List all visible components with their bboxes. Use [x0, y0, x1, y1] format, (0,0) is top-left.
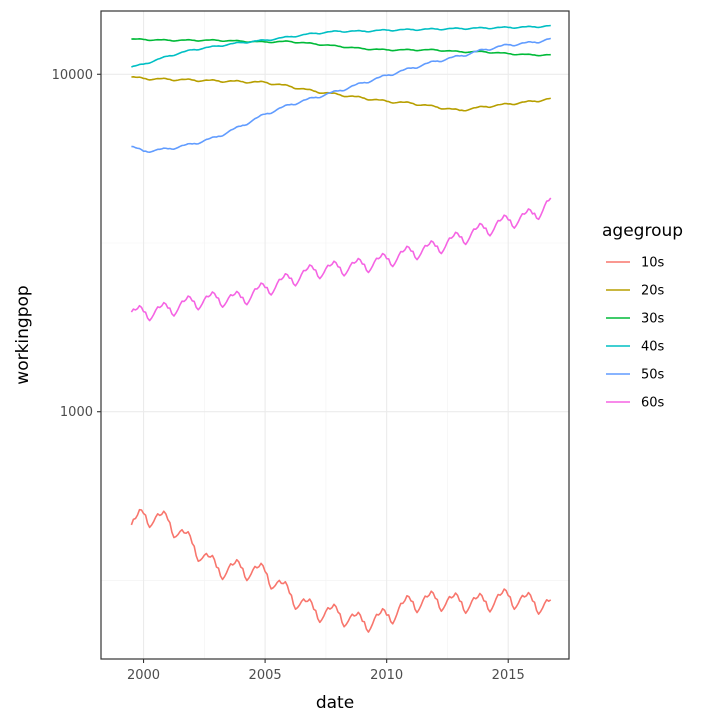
legend-label-50s: 50s [641, 368, 665, 383]
y-tick-label: 10000 [52, 68, 93, 83]
x-axis: 2000 2005 2010 2015 [127, 659, 525, 683]
series-line-30s [131, 38, 551, 57]
series-line-10s [130, 508, 552, 633]
series-line-40s [131, 24, 551, 68]
legend-label-30s: 30s [641, 312, 665, 327]
series-line-50s [131, 37, 552, 154]
x-tick-label: 2015 [492, 668, 525, 683]
series-lines [130, 24, 552, 633]
legend: agegroup 10s 20s 30s 40s 50s 60s [602, 221, 683, 411]
plot-border [100, 10, 570, 660]
series-line-20s [131, 76, 551, 112]
legend-label-20s: 20s [641, 284, 665, 299]
legend-title: agegroup [602, 221, 683, 241]
x-tick-label: 2010 [370, 668, 403, 683]
y-axis: 1000 10000 [52, 68, 101, 420]
x-axis-title: date [316, 693, 354, 713]
y-tick-label: 1000 [60, 405, 93, 420]
major-grid [101, 11, 569, 659]
legend-label-60s: 60s [641, 396, 665, 411]
legend-label-40s: 40s [641, 340, 665, 355]
x-tick-label: 2005 [249, 668, 282, 683]
y-axis-title: workingpop [13, 285, 33, 384]
plot-panel [101, 11, 569, 659]
legend-label-10s: 10s [641, 256, 665, 271]
series-line-60s [130, 197, 552, 322]
x-tick-label: 2000 [127, 668, 160, 683]
